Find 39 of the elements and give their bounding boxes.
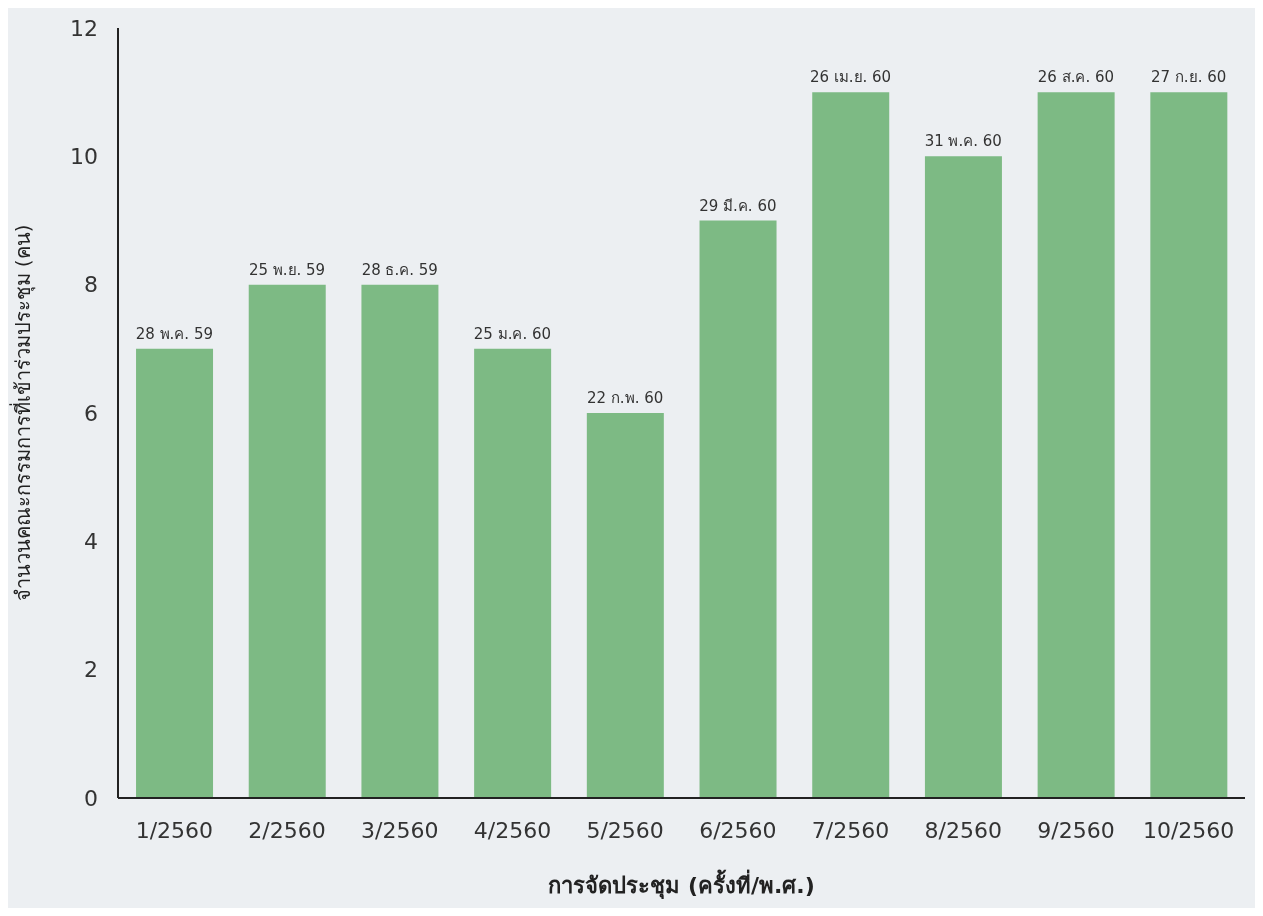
y-tick-label: 2 <box>84 657 98 683</box>
x-tick-label: 7/2560 <box>811 817 890 843</box>
bar <box>699 220 777 798</box>
y-tick-label: 10 <box>70 144 98 170</box>
bar <box>248 284 326 798</box>
bar <box>586 413 664 798</box>
y-axis-title: จำนวนคณะกรรมการที่เข้าร่วมประชุม (คน) <box>9 224 37 602</box>
annotation: 26 เม.ย. 60 <box>809 68 892 87</box>
annotation: 25 ม.ค. 60 <box>473 324 552 343</box>
x-tick-label: 8/2560 <box>924 817 1002 843</box>
bar <box>1150 92 1228 798</box>
bar <box>474 348 552 798</box>
x-tick-label: 1/2560 <box>135 817 214 843</box>
annotation: 25 พ.ย. 59 <box>248 260 326 279</box>
x-tick-label: 10/2560 <box>1142 817 1235 843</box>
y-tick-label: 6 <box>84 400 98 426</box>
annotation: 31 พ.ค. 60 <box>924 132 1002 151</box>
x-tick-label: 5/2560 <box>586 817 664 843</box>
bar <box>1037 92 1115 798</box>
y-tick-label: 4 <box>84 529 98 555</box>
bar <box>812 92 890 798</box>
annotation: 28 พ.ค. 59 <box>135 324 213 343</box>
x-tick-label: 4/2560 <box>473 817 552 843</box>
x-tick-label: 6/2560 <box>699 817 777 843</box>
x-axis-title: การจัดประชุม (ครั้งที่/พ.ศ.) <box>548 869 815 900</box>
bar <box>361 284 439 798</box>
annotation: 29 มี.ค. 60 <box>699 196 777 215</box>
y-tick-label: 0 <box>84 785 98 811</box>
x-tick-label: 3/2560 <box>361 817 439 843</box>
x-tick-label: 2/2560 <box>248 817 326 843</box>
y-tick-label: 8 <box>84 272 98 298</box>
bar <box>924 156 1002 798</box>
bar <box>136 348 214 798</box>
annotation: 22 ก.พ. 60 <box>587 389 664 407</box>
annotation: 26 ส.ค. 60 <box>1037 68 1115 87</box>
annotation: 27 ก.ย. 60 <box>1151 68 1227 87</box>
x-tick-label: 9/2560 <box>1037 817 1115 843</box>
annotation: 28 ธ.ค. 59 <box>361 260 438 279</box>
y-tick-label: 12 <box>70 15 98 41</box>
